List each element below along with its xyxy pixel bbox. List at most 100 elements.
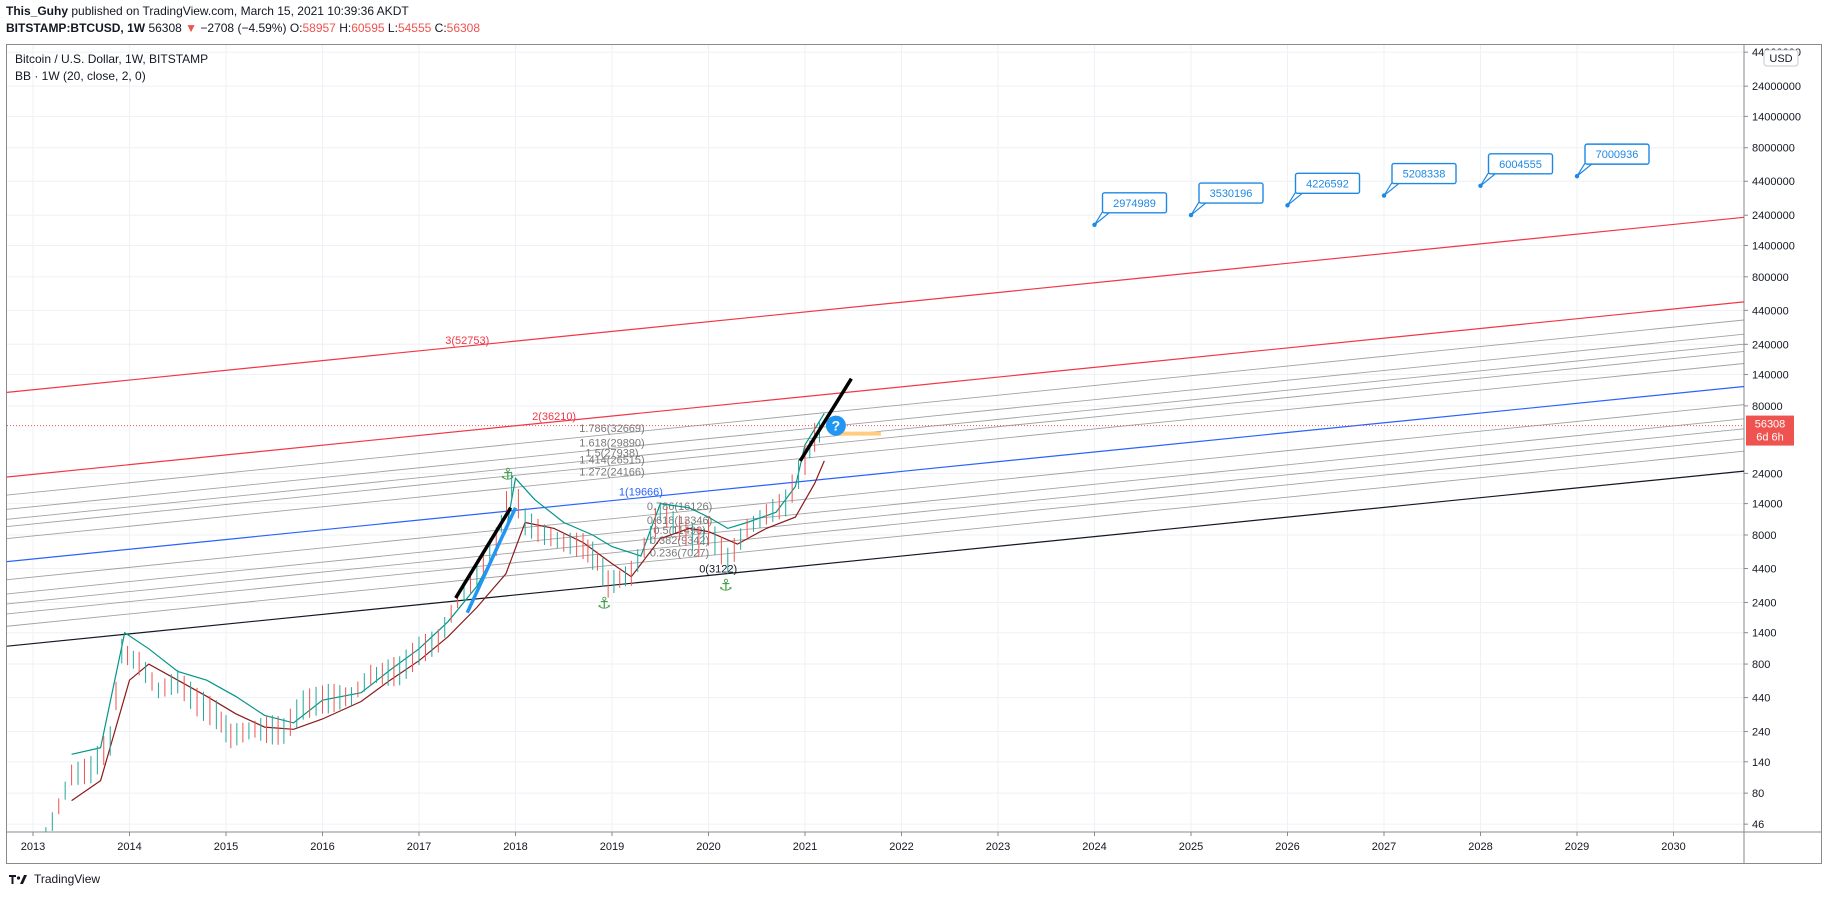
fib-level-line (7, 351, 1744, 528)
callout-box (1294, 172, 1361, 195)
currency-box[interactable] (1763, 49, 1799, 67)
callout-label: 5208338 (1403, 169, 1446, 181)
currency-label: USD (1769, 53, 1792, 65)
y-tick-label: 140000 (1752, 370, 1789, 382)
open-value: 58957 (302, 21, 336, 35)
fib-level-line (7, 438, 1744, 615)
fib-level-line (7, 450, 1744, 627)
y-tick-label: 14000000 (1752, 111, 1801, 123)
tradingview-logo-icon (9, 875, 27, 884)
last-price-badge-value: 56308 (1755, 419, 1786, 431)
trend-line (454, 506, 513, 599)
close-value: 56308 (446, 21, 481, 35)
callout-box (1101, 192, 1168, 214)
callout-label: 6004555 (1499, 159, 1542, 171)
y-tick-label: 24000 (1752, 468, 1783, 480)
x-tick-label: 2019 (600, 841, 624, 853)
ohlc-line: BITSTAMP:BTCUSD, 1W 56308 ▼ −2708 (−4.59… (6, 21, 480, 35)
publish-line: This_Guhy published on TradingView.com, … (6, 4, 409, 18)
callout-pointer (1093, 211, 1113, 226)
y-tick-label: 140 (1752, 757, 1770, 769)
y-tick-label: 240000 (1752, 339, 1789, 351)
x-tick-label: 2024 (1082, 841, 1106, 853)
x-tick-label: 2030 (1661, 841, 1685, 853)
fib-level-line (7, 333, 1744, 510)
x-tick-label: 2016 (310, 841, 334, 853)
footer-brand-label: TradingView (34, 872, 101, 886)
anchor-icon: ⚓ (597, 593, 611, 612)
author-name[interactable]: This_Guhy (6, 4, 69, 18)
fib-level-label: 2(36210) (532, 411, 576, 423)
y-tick-label: 240 (1752, 727, 1770, 739)
y-tick-label: 4400 (1752, 563, 1776, 575)
published-text: published on TradingView.com, March 15, … (71, 4, 409, 18)
x-tick-label: 2023 (986, 841, 1010, 853)
x-tick-label: 2021 (793, 841, 817, 853)
fib-level-label: 0(3122) (699, 564, 737, 576)
fib-level-label: 1.5(27938) (585, 447, 638, 459)
callout-box (1198, 182, 1264, 204)
fib-level-label: 1.272(24166) (579, 467, 644, 479)
fib-level-label: 1.618(29890) (579, 437, 644, 449)
fib-level-line (7, 216, 1744, 394)
x-tick-label: 2026 (1275, 841, 1299, 853)
open-label: O: (289, 21, 303, 35)
high-label: H: (339, 21, 352, 35)
x-tick-label: 2015 (214, 841, 238, 853)
x-tick-label: 2020 (696, 841, 720, 853)
fib-level-line (7, 301, 1744, 478)
y-tick-label: 80 (1752, 788, 1764, 800)
y-tick-label: 80000 (1752, 401, 1783, 413)
y-tick-label: 2400 (1752, 597, 1776, 609)
y-tick-label: 800000 (1752, 272, 1789, 284)
fib-level-label: 0.382(9342) (650, 535, 709, 547)
fib-level-label: 1(19666) (619, 487, 663, 499)
y-tick-label: 8000000 (1752, 143, 1795, 155)
last-price-badge-countdown: 6d 6h (1756, 432, 1784, 444)
callout-pointer (1576, 162, 1595, 177)
fib-level-line (7, 470, 1744, 647)
fib-level-line (7, 385, 1744, 563)
low-label: L: (387, 21, 398, 35)
x-tick-label: 2014 (117, 841, 141, 853)
callout-label: 3530196 (1210, 188, 1253, 200)
y-tick-label: 2400000 (1752, 210, 1795, 222)
close-label: C: (434, 21, 447, 35)
indicator-legend[interactable]: BB · 1W (20, close, 2, 0) (15, 69, 146, 83)
fib-level-line (7, 428, 1744, 605)
y-tick-label: 14000 (1752, 499, 1783, 511)
x-tick-label: 2029 (1565, 841, 1589, 853)
fib-level-label: 0.236(7027) (650, 547, 709, 559)
callout-box (1391, 162, 1457, 185)
callout-label: 4226592 (1306, 178, 1349, 190)
callout-box (1487, 153, 1554, 175)
fib-level-line (7, 319, 1744, 496)
fib-level-label: 3(52753) (445, 335, 489, 347)
trend-line (465, 507, 518, 614)
callout-label: 7000936 (1596, 149, 1639, 161)
change-value: −2708 (−4.59%) (200, 21, 287, 35)
change-arrow-icon: ▼ (185, 21, 198, 35)
x-tick-label: 2022 (889, 841, 913, 853)
y-tick-label: 8000 (1752, 530, 1776, 542)
fib-level-line (7, 418, 1744, 595)
x-tick-label: 2028 (1468, 841, 1492, 853)
x-tick-label: 2025 (1179, 841, 1203, 853)
high-value: 60595 (351, 21, 385, 35)
x-tick-label: 2027 (1372, 841, 1396, 853)
y-tick-label: 800 (1752, 659, 1770, 671)
anchor-icon: ⚓ (501, 464, 515, 483)
y-tick-label: 440000 (1752, 305, 1789, 317)
callout-pointer (1479, 172, 1499, 187)
callout-box (1584, 143, 1650, 165)
symbol-label: BITSTAMP:BTCUSD, 1W (6, 21, 146, 35)
y-tick-label: 1400 (1752, 628, 1776, 640)
footer-brand[interactable]: TradingView (8, 872, 100, 886)
last-price: 56308 (148, 21, 182, 35)
y-tick-label: 46 (1752, 819, 1764, 831)
callout-pointer (1190, 201, 1209, 216)
chart-frame[interactable] (6, 44, 1822, 864)
callout-label: 2974989 (1113, 198, 1156, 210)
plot-area[interactable]: 0(3122)0.236(7027)0.382(9342)0.5(11490)0… (7, 143, 1744, 883)
